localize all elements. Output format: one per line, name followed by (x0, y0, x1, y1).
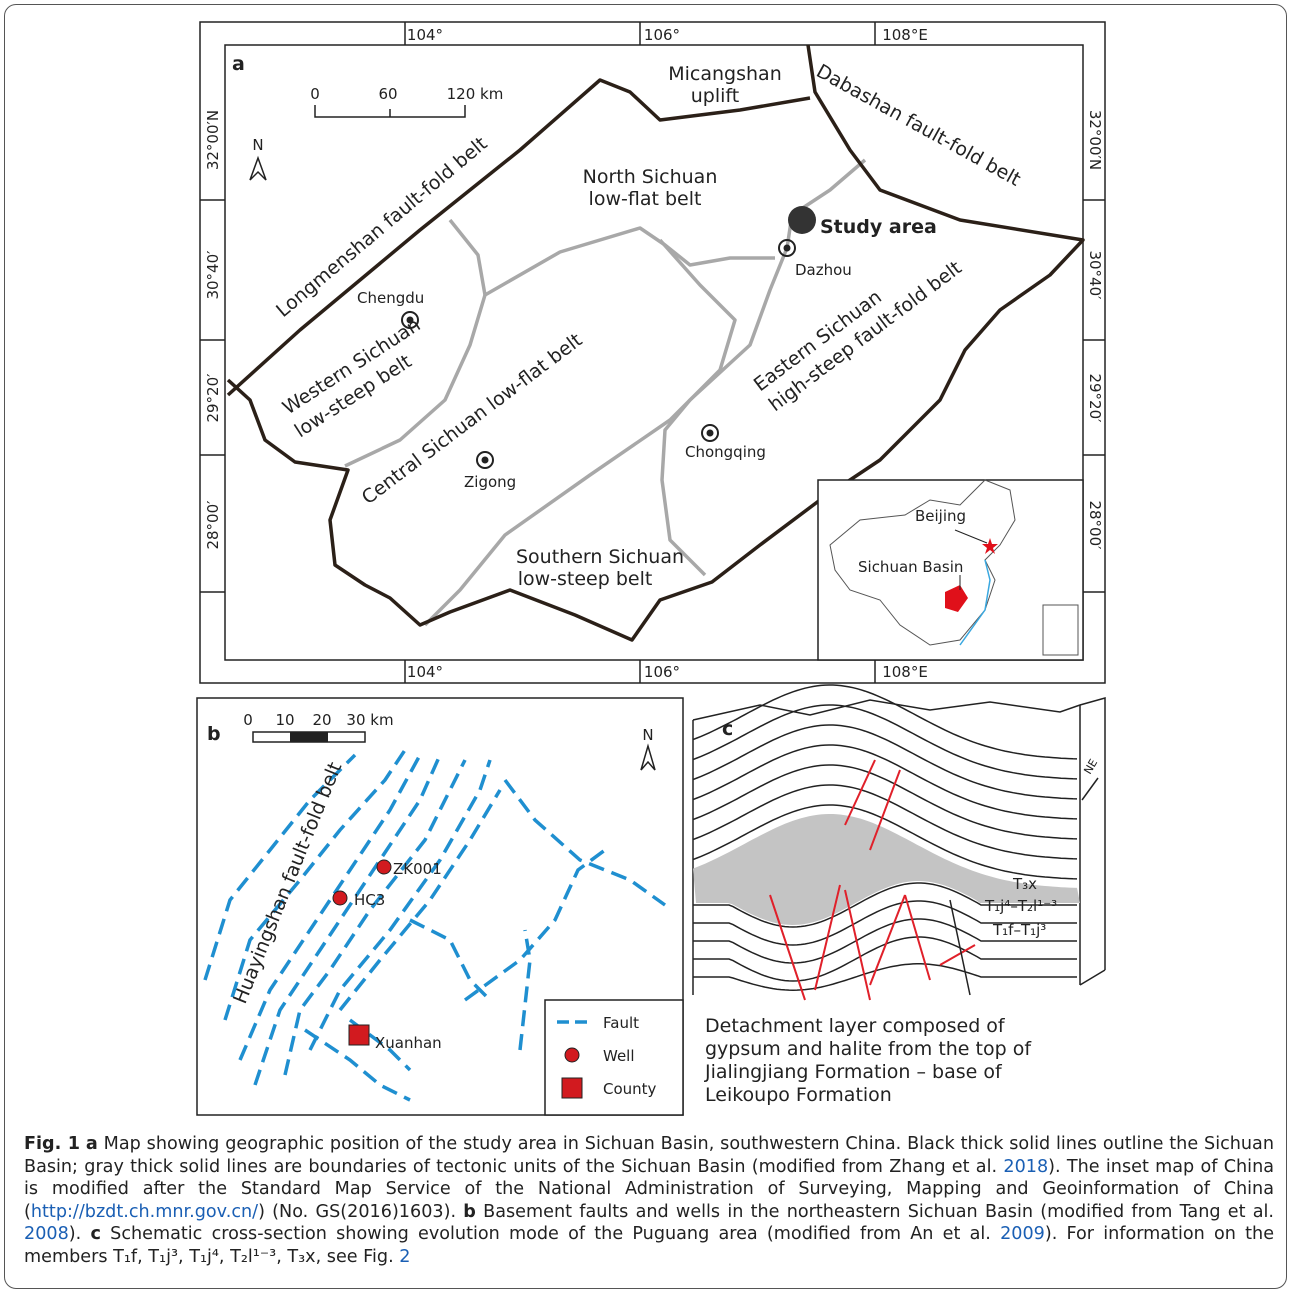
lon-label: 106° (644, 663, 680, 681)
region-label: North Sichuan (583, 166, 718, 188)
lat-label: 28°00′ (1086, 500, 1104, 550)
caption-run: c (90, 1224, 100, 1244)
layer-label: T₁f–T₁j³ (992, 921, 1046, 939)
labels: a 104° 106° 108°E 104° 106° 108°E 32°00′… (0, 0, 1293, 1130)
lon-label: 104° (407, 663, 443, 681)
well-label: HC3 (354, 891, 385, 909)
inset-label: Beijing (915, 507, 966, 525)
layer-label: T₁j⁴–T₂l¹⁻³ (984, 897, 1057, 915)
caption-run: b (463, 1202, 476, 1222)
layer-label: T₃x (1012, 875, 1037, 893)
belt-label: Huayingshan fault-fold belt (229, 759, 346, 1007)
caption-run: Schematic cross-section showing evolutio… (110, 1224, 991, 1244)
caption-run: ) (No. GS(2016)1603). (258, 1202, 456, 1222)
scale-label: 60 (378, 85, 397, 103)
lon-label: 106° (644, 26, 680, 44)
region-label: low-steep belt (518, 568, 653, 590)
lon-label: 108°E (882, 663, 928, 681)
city-label: Chongqing (685, 443, 766, 461)
region-label: high-steep fault-fold belt (765, 257, 966, 416)
caption: Fig. 1 a Map showing geographic position… (24, 1133, 1274, 1268)
page: a 104° 106° 108°E 104° 106° 108°E 32°00′… (0, 0, 1293, 1295)
caption-run: Basement faults and wells in the northea… (483, 1202, 1274, 1222)
note: Detachment layer composed of (705, 1015, 1006, 1037)
lat-label: 30°40′ (204, 250, 222, 300)
lat-label: 32°00′N (1086, 110, 1104, 170)
caption-link[interactable]: 2 (399, 1247, 410, 1267)
caption-link[interactable]: http://bzdt.ch.mnr.gov.cn/ (31, 1202, 258, 1222)
panel-label: c (722, 718, 733, 740)
north-label: N (642, 726, 653, 744)
caption-run: Fig. 1 (24, 1134, 80, 1154)
scale-label: 0 (243, 711, 253, 729)
panel-label: b (207, 723, 221, 745)
inset-label: Sichuan Basin (858, 558, 963, 576)
city-label: Zigong (464, 473, 516, 491)
north-label: N (252, 136, 263, 154)
legend-label: County (603, 1080, 657, 1098)
lon-label: 108°E (882, 26, 928, 44)
note: gypsum and halite from the top of (705, 1038, 1032, 1060)
region-label: low-flat belt (589, 188, 702, 210)
scale-label: 30 km (346, 711, 393, 729)
city-label: Dazhou (795, 261, 852, 279)
region-label: Micangshan (668, 63, 782, 85)
legend-label: Fault (603, 1014, 639, 1032)
region-label: Southern Sichuan (516, 546, 684, 568)
lat-label: 28°00′ (204, 500, 222, 550)
scale-label: 0 (310, 85, 320, 103)
region-label: Dabashan fault-fold belt (813, 60, 1025, 191)
study-area-label: Study area (820, 216, 937, 238)
caption-link[interactable]: 2009 (1000, 1224, 1045, 1244)
region-label: uplift (691, 85, 739, 107)
caption-link[interactable]: 2018 (1003, 1157, 1048, 1177)
note: Leikoupo Formation (705, 1084, 892, 1106)
scale-label: 20 (312, 711, 331, 729)
caption-run: a (86, 1134, 98, 1154)
lon-label: 104° (407, 26, 443, 44)
direction-label: NE (1081, 757, 1100, 777)
county-label: Xuanhan (375, 1034, 442, 1052)
lat-label: 30°40′ (1086, 250, 1104, 300)
caption-link[interactable]: 2008 (24, 1224, 69, 1244)
caption-run: ). (69, 1224, 81, 1244)
city-label: Chengdu (357, 289, 424, 307)
scale-label: 120 km (447, 85, 504, 103)
legend-label: Well (603, 1047, 635, 1065)
scale-label: 10 (275, 711, 294, 729)
lat-label: 29°20′ (1086, 373, 1104, 423)
panel-label: a (232, 53, 245, 75)
lat-label: 32°00′N (204, 110, 222, 170)
lat-label: 29°20′ (204, 373, 222, 423)
well-label: ZK001 (393, 860, 442, 878)
note: Jialingjiang Formation – base of (704, 1061, 1003, 1083)
